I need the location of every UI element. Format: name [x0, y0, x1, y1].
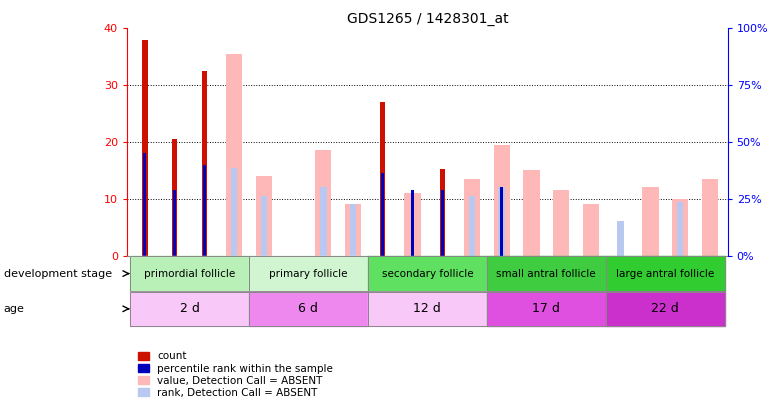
Bar [226, 54, 243, 256]
Bar [249, 292, 368, 326]
Bar [249, 256, 368, 291]
Title: GDS1265 / 1428301_at: GDS1265 / 1428301_at [346, 12, 508, 26]
Bar [368, 292, 487, 326]
Bar [130, 256, 249, 291]
Text: 6 d: 6 d [299, 302, 318, 315]
Bar [606, 292, 725, 326]
Bar [143, 153, 146, 256]
Bar [487, 256, 606, 291]
Bar [172, 139, 177, 256]
Bar [677, 202, 683, 256]
Bar [260, 196, 267, 256]
Bar [368, 292, 487, 326]
Bar [440, 169, 445, 256]
Bar [498, 188, 505, 256]
Text: primordial follicle: primordial follicle [144, 269, 235, 279]
Bar [231, 168, 237, 256]
Text: age: age [4, 304, 25, 314]
Bar [464, 179, 480, 256]
Bar [130, 292, 249, 326]
Bar [701, 179, 718, 256]
Bar [606, 292, 725, 326]
Text: large antral follicle: large antral follicle [616, 269, 715, 279]
Text: 22 d: 22 d [651, 302, 679, 315]
Text: primary follicle: primary follicle [270, 269, 348, 279]
Bar [381, 173, 384, 256]
Legend: count, percentile rank within the sample, value, Detection Call = ABSENT, rank, : count, percentile rank within the sample… [136, 350, 335, 400]
Bar [500, 188, 503, 256]
Text: development stage: development stage [4, 269, 112, 279]
Bar [487, 256, 606, 291]
Bar [130, 256, 249, 291]
Text: secondary follicle: secondary follicle [382, 269, 473, 279]
Text: 12 d: 12 d [413, 302, 441, 315]
Bar [315, 151, 331, 256]
Bar [345, 205, 361, 256]
Bar [672, 199, 688, 256]
Bar [583, 205, 599, 256]
Bar [368, 256, 487, 291]
Bar [404, 193, 420, 256]
Bar [173, 190, 176, 256]
Bar [130, 292, 249, 326]
Bar [256, 176, 272, 256]
Bar [203, 165, 206, 256]
Text: 2 d: 2 d [179, 302, 199, 315]
Text: small antral follicle: small antral follicle [497, 269, 596, 279]
Bar [350, 205, 357, 256]
Bar [142, 40, 148, 256]
Bar [411, 190, 414, 256]
Bar [524, 171, 540, 256]
Bar [618, 222, 624, 256]
Bar [494, 145, 510, 256]
Bar [487, 292, 606, 326]
Bar [368, 256, 487, 291]
Bar [249, 256, 368, 291]
Bar [320, 188, 326, 256]
Bar [606, 256, 725, 291]
Bar [440, 190, 444, 256]
Bar [202, 71, 207, 256]
Bar [487, 292, 606, 326]
Bar [642, 188, 658, 256]
Bar [606, 256, 725, 291]
Text: 17 d: 17 d [532, 302, 561, 315]
Bar [469, 196, 475, 256]
Bar [380, 102, 386, 256]
Bar [249, 292, 368, 326]
Bar [553, 190, 569, 256]
